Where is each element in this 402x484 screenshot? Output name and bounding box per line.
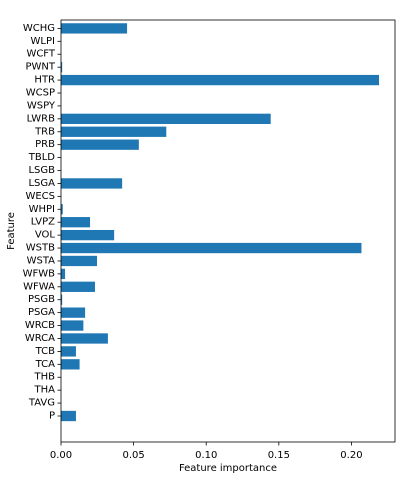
y-tick-label: WECS xyxy=(25,191,55,202)
y-tick-label: THA xyxy=(34,385,56,396)
bar-lwrb xyxy=(61,113,271,124)
y-tick-label: WSTB xyxy=(26,243,55,254)
bar-pwnt xyxy=(61,62,63,73)
y-tick-label: PRB xyxy=(35,139,55,150)
x-tick-label: 0.15 xyxy=(268,450,290,461)
bar-wchg xyxy=(61,23,128,34)
y-tick-label: WCHG xyxy=(23,23,55,34)
y-tick-label: PWNT xyxy=(25,62,55,73)
bar-psga xyxy=(61,307,86,318)
y-tick-label: WRCB xyxy=(25,320,55,331)
x-tick-label: 0.05 xyxy=(122,450,144,461)
axes-frame xyxy=(60,19,396,443)
x-tick-label: 0.20 xyxy=(340,450,362,461)
y-tick-label: TAVG xyxy=(28,398,55,409)
y-tick-label: TBLD xyxy=(28,152,56,163)
bar-wfwb xyxy=(61,268,66,280)
y-tick-label: WLPI xyxy=(31,36,55,47)
y-tick-label: WRCA xyxy=(25,333,55,344)
bar-whpi xyxy=(61,204,63,215)
y-tick-label: PSGB xyxy=(28,294,55,305)
y-tick-label: WSPY xyxy=(27,100,56,111)
y-tick-label: PSGA xyxy=(28,307,55,318)
y-tick-label: WFWA xyxy=(23,281,55,292)
bar-vol xyxy=(61,229,115,241)
bar-lsga xyxy=(61,178,123,189)
bar-p xyxy=(61,410,76,422)
y-tick-label: TCB xyxy=(35,346,56,357)
bar-wfwa xyxy=(61,281,95,292)
axes-layer xyxy=(60,19,396,443)
x-axis-label: Feature importance xyxy=(179,463,277,474)
y-tick-label: TRB xyxy=(34,126,55,137)
y-tick-label: LWRB xyxy=(27,113,55,124)
x-tick-label: 0.00 xyxy=(50,450,72,461)
y-tick-label: VOL xyxy=(35,230,56,241)
y-tick-label: THB xyxy=(34,372,56,383)
bar-psgb xyxy=(61,294,63,305)
bar-tcb xyxy=(61,346,76,357)
y-tick-label: HTR xyxy=(34,75,55,86)
bar-htr xyxy=(61,74,380,86)
bar-wrcb xyxy=(61,320,84,331)
y-tick-label: WFWB xyxy=(23,268,56,279)
x-tick-label: 0.10 xyxy=(195,450,217,461)
y-tick-label: P xyxy=(49,411,55,422)
y-tick-label: WSTA xyxy=(27,255,56,266)
y-tick-label: LSGA xyxy=(28,178,55,189)
bar-wrca xyxy=(61,333,108,344)
bar-trb xyxy=(61,126,167,137)
x-ticks-layer: 0.00 0.05 0.10 0.15 0.20 xyxy=(50,442,363,461)
bars-layer xyxy=(61,23,380,422)
y-tick-label: WHPI xyxy=(29,204,55,215)
bar-wstb xyxy=(61,242,362,254)
y-tick-label: WCFT xyxy=(26,49,55,60)
bar-tca xyxy=(61,359,80,370)
bar-prb xyxy=(61,139,139,150)
y-ticks-layer: P TAVG THA THB TCA TCB WRCA WRCB PSGA PSGB WFWA WFW… xyxy=(23,23,61,422)
y-tick-label: TCA xyxy=(35,359,56,370)
y-tick-label: LVPZ xyxy=(31,217,55,228)
y-tick-label: WCSP xyxy=(26,88,55,99)
y-axis-label: Feature xyxy=(6,212,17,250)
bar-wsta xyxy=(61,255,98,267)
y-tick-label: LSGB xyxy=(28,165,55,176)
bar-lvpz xyxy=(61,217,91,228)
